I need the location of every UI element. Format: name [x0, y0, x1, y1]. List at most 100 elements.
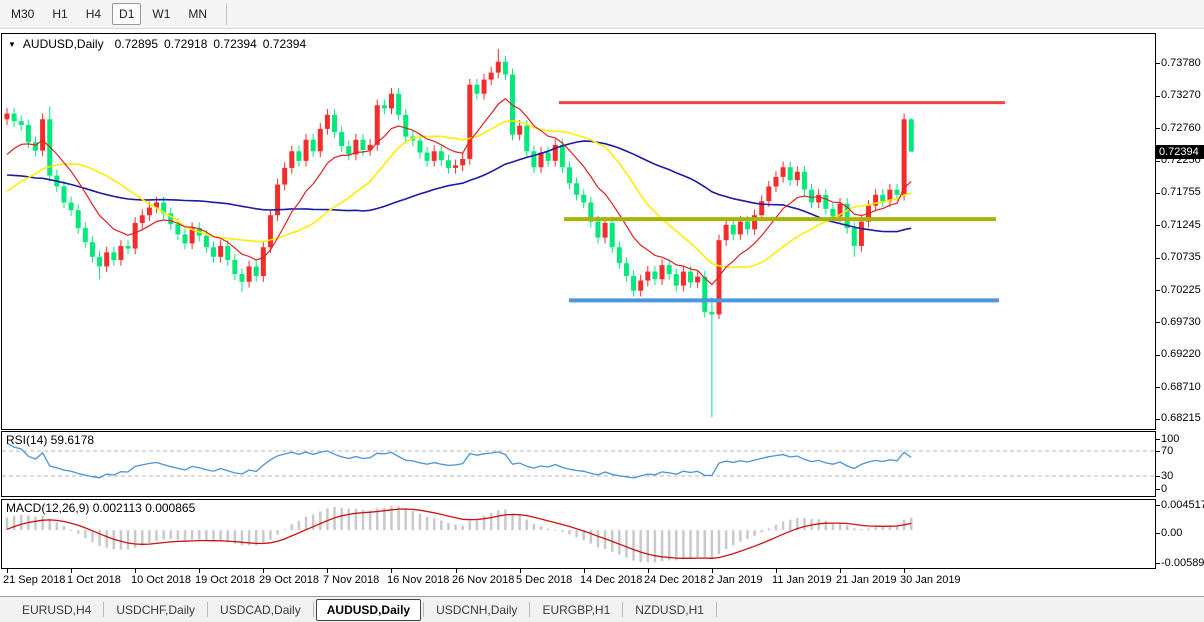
- macd-histogram-bar: [304, 516, 308, 531]
- candle: [403, 109, 409, 143]
- macd-histogram-bar: [696, 530, 699, 558]
- time-axis-tick: [712, 569, 713, 573]
- candle: [780, 161, 786, 183]
- macd-histogram-bar: [133, 530, 137, 548]
- macd-histogram-bar: [682, 530, 685, 560]
- ma-slow-line: [6, 140, 912, 233]
- macd-histogram-bar: [511, 513, 514, 531]
- candle: [766, 180, 772, 207]
- candle: [809, 183, 815, 209]
- macd-histogram-bar: [55, 522, 59, 531]
- candle: [438, 145, 444, 166]
- candle: [545, 146, 551, 167]
- chart-tab-eurgbp-h1[interactable]: EURGBP,H1: [542, 602, 611, 617]
- candle: [168, 207, 174, 230]
- candle: [97, 251, 103, 280]
- time-axis-label: 7 Nov 2018: [323, 574, 380, 586]
- candle: [559, 139, 565, 174]
- macd-histogram-bar: [589, 530, 593, 544]
- chart-tab-nzdusd-h1[interactable]: NZDUSD,H1: [635, 602, 704, 617]
- macd-histogram-bar: [19, 514, 23, 531]
- candle: [602, 217, 608, 244]
- price-axis-tick: [1156, 419, 1160, 420]
- timeframe-button-m30[interactable]: M30: [11, 7, 35, 21]
- candle: [424, 146, 430, 167]
- macd-histogram-bar: [247, 530, 251, 546]
- macd-histogram-bar: [297, 520, 301, 531]
- chart-tab-usdchf-daily[interactable]: USDCHF,Daily: [116, 602, 196, 617]
- price-axis-tick: [1156, 161, 1160, 162]
- macd-histogram-bar: [881, 526, 885, 531]
- macd-histogram-bar: [397, 506, 400, 531]
- macd-signal-line: [6, 508, 912, 559]
- chart-tab-audusd-daily[interactable]: AUDUSD,Daily: [315, 598, 422, 621]
- rsi-axis-label: 70: [1161, 445, 1174, 457]
- rsi-axis-tick: [1156, 489, 1160, 490]
- candle: [317, 123, 323, 158]
- candle: [588, 196, 594, 228]
- time-axis-tick: [520, 569, 521, 573]
- price-axis-label: 0.70735: [1161, 251, 1201, 263]
- candle: [666, 259, 672, 280]
- macd-histogram-bar: [119, 530, 123, 550]
- macd-histogram-bar: [774, 524, 778, 531]
- chart-tab-eurusd-h4[interactable]: EURUSD,H4: [22, 602, 92, 617]
- macd-histogram-bar: [632, 530, 635, 561]
- main-chart-pane[interactable]: [1, 33, 1156, 430]
- price-axis-label: 0.69220: [1161, 348, 1201, 360]
- macd-histogram-bar: [375, 508, 379, 531]
- candle: [61, 180, 67, 209]
- macd-histogram-bar: [91, 530, 94, 543]
- macd-histogram-bar: [746, 530, 749, 539]
- candle: [887, 183, 893, 207]
- macd-histogram-bar: [440, 520, 443, 531]
- candle: [239, 268, 245, 293]
- timeframe-button-w1[interactable]: W1: [152, 7, 171, 21]
- chart-tab-usdcnh-daily[interactable]: USDCNH,Daily: [436, 602, 518, 617]
- chart-tab-usdcad-daily[interactable]: USDCAD,Daily: [220, 602, 301, 617]
- macd-histogram-bar: [853, 528, 856, 531]
- candle: [445, 154, 451, 174]
- candle: [759, 195, 765, 222]
- timeframe-button-h4[interactable]: H4: [85, 7, 102, 21]
- rsi-axis-tick: [1156, 476, 1160, 477]
- macd-histogram-bar: [425, 516, 429, 531]
- time-axis-label: 21 Jan 2019: [836, 574, 897, 586]
- candle: [381, 99, 387, 115]
- macd-histogram-bar: [546, 528, 550, 531]
- macd-histogram-bar: [553, 529, 557, 531]
- candle: [139, 209, 145, 229]
- candle: [453, 159, 459, 174]
- macd-indicator-pane[interactable]: [1, 499, 1156, 569]
- macd-histogram-bar: [368, 510, 372, 531]
- candle: [801, 165, 807, 196]
- timeframe-button-mn[interactable]: MN: [188, 7, 208, 21]
- candle: [517, 119, 523, 141]
- candlestick-chart-canvas[interactable]: [2, 34, 1155, 429]
- time-axis-label: 5 Dec 2018: [516, 574, 573, 586]
- macd-histogram-bar: [660, 530, 664, 562]
- macd-histogram-bar: [197, 530, 201, 540]
- macd-histogram-bar: [653, 530, 657, 563]
- candle: [417, 134, 423, 159]
- timeframe-button-d1[interactable]: D1: [112, 3, 142, 25]
- rsi-axis-label: 0: [1161, 483, 1168, 495]
- chart-tabbar: EURUSD,H4 USDCHF,Daily USDCAD,Daily AUDUSD,…: [0, 596, 1204, 622]
- price-axis-label: 0.70225: [1161, 284, 1201, 296]
- macd-histogram-bar: [475, 518, 479, 531]
- candle: [388, 87, 394, 115]
- price-axis-tick: [1156, 63, 1160, 64]
- time-axis-tick: [327, 569, 328, 573]
- time-axis-label: 14 Dec 2018: [580, 574, 643, 586]
- candle: [25, 119, 31, 149]
- timeframe-button-h1[interactable]: H1: [52, 7, 68, 21]
- macd-axis-label: 0.00: [1161, 527, 1183, 539]
- candle: [787, 161, 793, 186]
- collapse-triangle-icon[interactable]: ▼: [8, 39, 16, 49]
- macd-histogram-bar: [126, 530, 130, 550]
- rsi-indicator-pane[interactable]: [1, 431, 1156, 497]
- macd-histogram-bar: [169, 530, 173, 540]
- candle: [673, 268, 679, 292]
- macd-histogram-bar: [717, 530, 721, 555]
- candle: [232, 254, 238, 280]
